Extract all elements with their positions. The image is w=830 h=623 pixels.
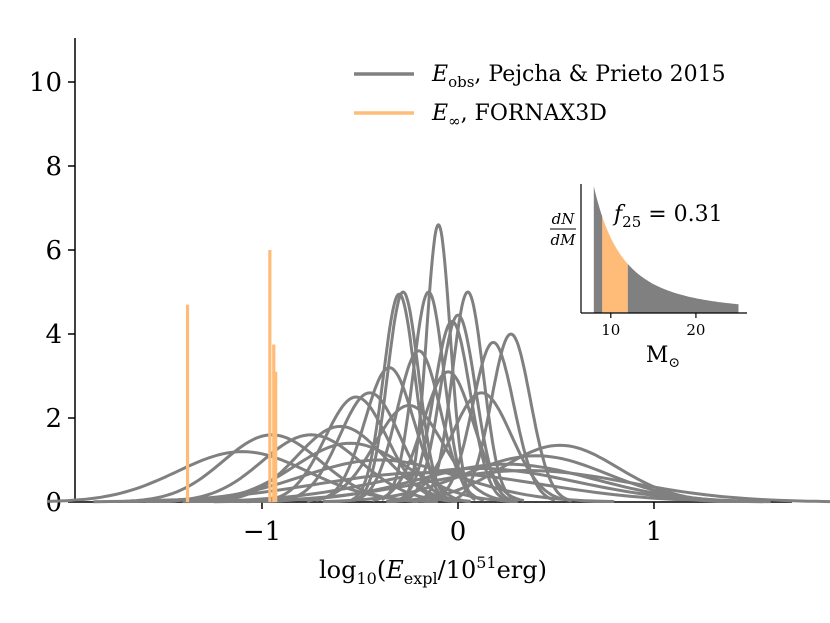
- x-tick-label: −1: [243, 517, 281, 547]
- gaussian-curves: [46, 223, 830, 504]
- x-tick-label: 0: [450, 517, 467, 547]
- inset-ylabel-denominator: dM: [551, 231, 577, 249]
- inset-area-gray-low: [593, 186, 603, 313]
- gaussian-curve: [451, 332, 570, 502]
- inset-ylabel-numerator: dN: [552, 210, 576, 228]
- inset-ticks: 10 20: [601, 313, 705, 339]
- inset-fill-areas: [593, 186, 739, 313]
- inset-x-tick-label: 20: [686, 321, 705, 339]
- y-tick-label: 8: [45, 152, 62, 182]
- legend-label-obs: Eobs, Pejcha & Prieto 2015: [431, 62, 726, 91]
- legend-label-fornax: E∞, FORNAX3D: [431, 101, 607, 130]
- y-ticks: 0 2 4 6 8 10: [29, 68, 75, 518]
- inset-imf-plot: 10 20 dN dM M⊙ f25 = 0.31: [550, 184, 747, 371]
- legend: Eobs, Pejcha & Prieto 2015 E∞, FORNAX3D: [354, 62, 726, 130]
- x-ticks: −1 0 1: [243, 502, 662, 547]
- inset-x-label: M⊙: [646, 343, 680, 371]
- inset-area-orange: [602, 216, 628, 313]
- inset-y-label: dN dM: [550, 210, 576, 249]
- y-tick-label: 0: [45, 488, 62, 518]
- y-tick-label: 4: [45, 320, 62, 350]
- y-tick-label: 6: [45, 236, 62, 266]
- y-tick-label: 2: [45, 404, 62, 434]
- inset-area-gray-high: [627, 264, 739, 313]
- x-tick-label: 1: [646, 517, 663, 547]
- y-tick-label: 10: [29, 68, 62, 98]
- gaussian-curve: [46, 450, 438, 503]
- gaussian-curve: [184, 466, 771, 504]
- fornax-spikes: [185, 250, 278, 502]
- inset-annotation: f25 = 0.31: [612, 202, 723, 231]
- gaussian-curve: [213, 469, 830, 504]
- x-axis-label: log10(Eexpl/1051erg): [319, 553, 547, 588]
- gaussian-curve: [93, 471, 764, 504]
- inset-x-tick-label: 10: [601, 321, 620, 339]
